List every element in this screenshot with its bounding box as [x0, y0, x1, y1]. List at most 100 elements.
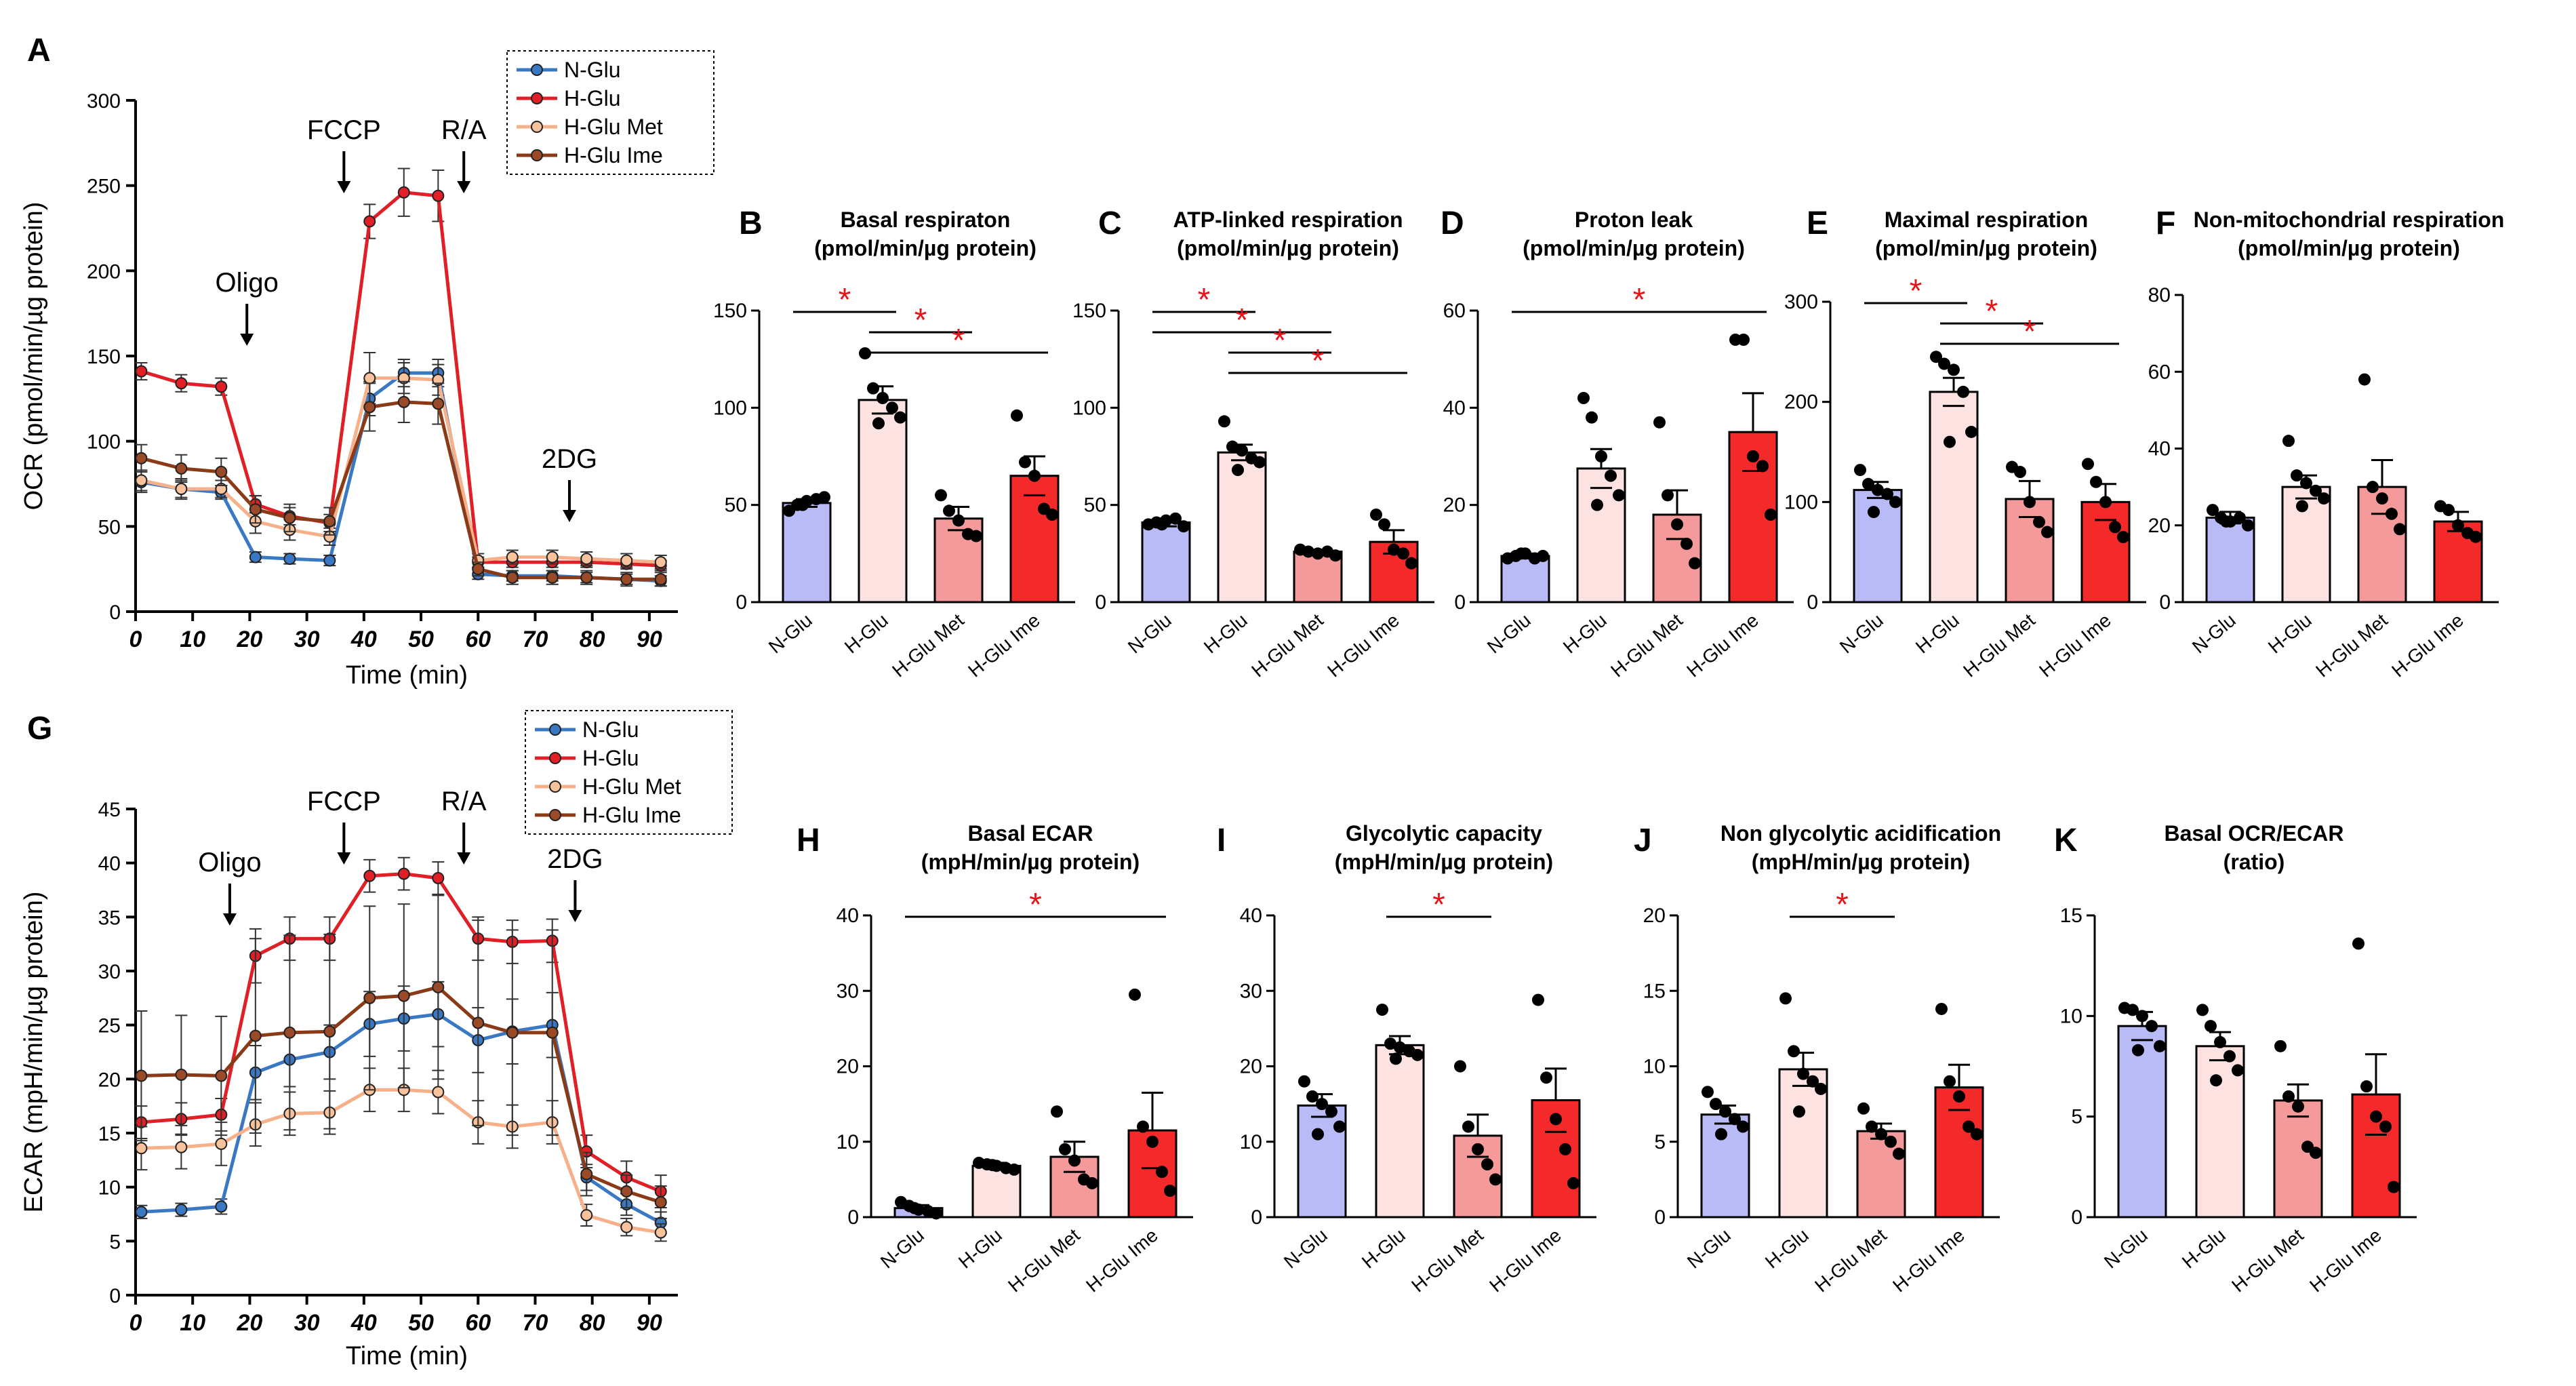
data-point-g-h-glu-ime [175, 1068, 188, 1081]
data-point-a-n-glu [283, 553, 296, 566]
data-point-f-h-glu [2300, 477, 2312, 490]
y-tick-label-a: 300 [87, 90, 121, 113]
data-point-h-n-glu [930, 1207, 942, 1220]
legend-label-g-n-glu: N-Glu [582, 717, 639, 742]
category-label-h-h-glu: H-Glu [954, 1225, 1006, 1273]
data-point-j-h-glu-met [1857, 1102, 1870, 1115]
data-point-k-h-glu [2210, 1074, 2222, 1087]
data-point-a-h-glu-ime [323, 515, 336, 528]
data-point-k-n-glu [2154, 1040, 2166, 1052]
y-tick-label-e: 0 [1807, 591, 1818, 614]
y-tick-label-i: 20 [1240, 1056, 1262, 1078]
data-point-j-h-glu [1797, 1067, 1809, 1080]
data-point-d-h-glu [1605, 469, 1617, 482]
chart-title-f: (pmol/min/µg protein) [2238, 236, 2460, 260]
y-tick-label-d: 20 [1443, 494, 1466, 517]
y-tick-label-i: 0 [1251, 1206, 1262, 1229]
y-tick-label-d: 40 [1443, 397, 1466, 419]
data-point-e-h-glu [1948, 363, 1960, 376]
y-tick-label-c: 0 [1095, 591, 1106, 614]
y-tick-label-f: 80 [2148, 284, 2171, 306]
data-point-d-h-glu [1591, 498, 1603, 511]
category-label-e-h-glu-ime: H-Glu Ime [2035, 610, 2115, 681]
data-point-c-h-glu-ime [1370, 509, 1382, 521]
data-point-e-h-glu [1965, 425, 1977, 438]
category-label-i-h-glu-ime: H-Glu Ime [1485, 1225, 1565, 1296]
chart-title-d: (pmol/min/µg protein) [1523, 236, 1745, 260]
data-point-b-h-glu-met [943, 504, 955, 517]
data-point-i-h-glu-met [1462, 1120, 1474, 1133]
panel-letter-b: B [739, 205, 763, 241]
category-label-f-h-glu-met: H-Glu Met [2312, 610, 2392, 681]
data-point-i-n-glu [1312, 1128, 1324, 1141]
chart-title-e: (pmol/min/µg protein) [1875, 236, 2097, 260]
data-point-a-h-glu-met [620, 554, 633, 567]
data-point-i-h-glu-met [1481, 1158, 1493, 1171]
chart-title-f: Non-mitochondrial respiration [2194, 207, 2505, 232]
panel-letter-e: E [1807, 205, 1828, 241]
y-tick-label-e: 300 [1784, 291, 1818, 313]
category-label-h-h-glu-ime: H-Glu Ime [1082, 1225, 1162, 1296]
bar-b-h-glu [858, 399, 908, 603]
category-label-e-h-glu-met: H-Glu Met [1959, 610, 2039, 681]
data-point-h-h-glu-met [1068, 1154, 1081, 1167]
data-point-e-h-glu-ime [2082, 458, 2094, 471]
arrow-a-oligo-head [240, 334, 254, 346]
legend-label-a-h-glu: H-Glu [564, 86, 621, 111]
data-point-g-h-glu [397, 867, 410, 880]
category-label-b-h-glu-met: H-Glu Met [888, 610, 968, 681]
data-point-j-h-glu-ime [1971, 1128, 1983, 1141]
data-point-a-h-glu-met [546, 551, 559, 563]
arrow-g-oligo-head [222, 913, 237, 926]
legend-label-a-n-glu: N-Glu [564, 58, 621, 82]
y-tick-label-a: 50 [98, 516, 121, 538]
y-tick-label-g: 40 [98, 853, 121, 875]
y-tick-label-h: 0 [847, 1206, 859, 1229]
legend-marker-a-h-glu [531, 92, 543, 104]
category-label-e-h-glu: H-Glu [1912, 610, 1963, 658]
y-axis-label-g: ECAR (mpH/min/µg protein) [20, 892, 48, 1213]
y-tick-label-h: 10 [837, 1131, 859, 1153]
data-point-d-h-glu [1586, 411, 1598, 424]
data-point-k-n-glu [2127, 1004, 2139, 1016]
annotation-a-ra: R/A [441, 115, 487, 145]
y-tick-label-a: 200 [87, 260, 121, 283]
data-point-e-n-glu [1889, 496, 1901, 509]
data-point-i-h-glu-met [1472, 1143, 1484, 1155]
x-tick-label-a: 20 [237, 627, 263, 652]
data-point-j-h-glu [1779, 992, 1792, 1005]
data-point-e-n-glu [1854, 464, 1866, 477]
data-point-g-h-glu-ime [323, 1025, 336, 1038]
category-label-f-h-glu-ime: H-Glu Ime [2388, 610, 2468, 681]
significance-star-c: * [1236, 302, 1249, 338]
data-point-i-h-glu [1394, 1041, 1406, 1054]
data-point-c-h-glu-met [1329, 549, 1342, 562]
bar-e-h-glu [1929, 391, 1979, 603]
x-axis-label-a: Time (min) [346, 661, 468, 690]
data-point-a-h-glu [363, 215, 376, 228]
data-point-e-h-glu [1938, 357, 1950, 370]
data-point-d-h-glu-ime [1747, 450, 1759, 462]
data-point-k-h-glu-met [2274, 1040, 2287, 1052]
data-point-d-h-glu-met [1689, 557, 1701, 570]
legend-label-g-h-glu-ime: H-Glu Ime [582, 803, 681, 827]
data-point-g-h-glu-met [175, 1141, 188, 1153]
data-point-g-h-glu-ime [506, 1026, 519, 1039]
category-label-k-h-glu-met: H-Glu Met [2228, 1225, 2308, 1296]
data-point-i-n-glu [1298, 1075, 1310, 1088]
category-label-d-h-glu: H-Glu [1559, 610, 1611, 658]
category-label-b-h-glu: H-Glu [841, 610, 892, 658]
y-tick-label-c: 100 [1072, 397, 1106, 419]
data-point-a-h-glu-ime [397, 395, 410, 408]
category-label-k-n-glu: N-Glu [2100, 1225, 2152, 1273]
data-point-e-h-glu-ime [2109, 521, 2121, 534]
significance-star-d: * [1633, 282, 1646, 318]
significance-star-h: * [1029, 887, 1042, 923]
data-point-j-h-glu-ime [1953, 1090, 1965, 1103]
data-point-f-h-glu [2282, 435, 2295, 448]
y-tick-label-i: 10 [1240, 1131, 1262, 1153]
data-point-a-h-glu [135, 365, 148, 378]
annotation-a-fccp: FCCP [307, 115, 381, 145]
data-point-a-h-glu-met [654, 556, 667, 569]
x-tick-label-a: 90 [637, 627, 662, 652]
